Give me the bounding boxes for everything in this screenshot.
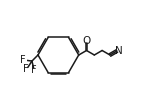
Text: F: F <box>20 55 26 65</box>
Text: N: N <box>115 46 123 56</box>
Text: O: O <box>82 36 91 46</box>
Text: F: F <box>23 64 29 74</box>
Text: F: F <box>31 65 37 75</box>
